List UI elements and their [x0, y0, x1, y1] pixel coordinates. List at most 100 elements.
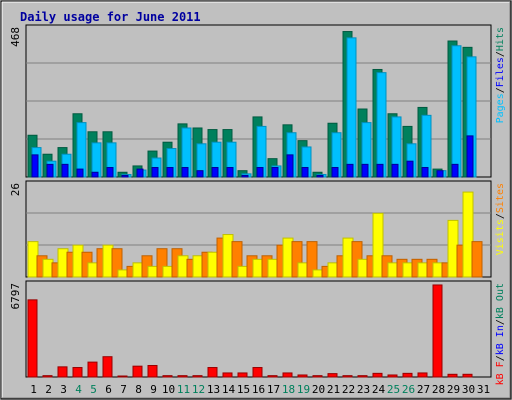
- bar-pages: [121, 174, 129, 178]
- bar-pages: [256, 167, 264, 178]
- x-tick-label: 31: [477, 383, 490, 396]
- bar-pages: [226, 167, 234, 178]
- x-tick-label: 7: [120, 383, 127, 396]
- x-tick-label: 12: [192, 383, 205, 396]
- legend: Pages/Files/Hits: [495, 27, 506, 123]
- x-tick-label: 25: [387, 383, 400, 396]
- bar-pages: [301, 167, 309, 178]
- x-tick-label: 6: [105, 383, 112, 396]
- bar-kb-f: [42, 375, 53, 378]
- bar-pages: [181, 167, 189, 178]
- bar-pages: [241, 174, 249, 178]
- bar-kb-f: [357, 375, 368, 378]
- bar-pages: [106, 167, 114, 178]
- legend: Visits/Sites: [495, 183, 506, 255]
- bar-kb-f: [117, 375, 128, 378]
- bar-pages: [436, 170, 444, 178]
- bar-kb-f: [447, 373, 458, 378]
- x-tick-label: 29: [447, 383, 460, 396]
- bar-files: [376, 72, 387, 178]
- bar-pages: [196, 170, 204, 178]
- bar-kb-f: [192, 375, 203, 378]
- bar-kb-f: [57, 366, 68, 378]
- bar-kb-f: [327, 373, 338, 378]
- bar-kb-f: [27, 299, 38, 378]
- bar-pages: [76, 168, 84, 178]
- bar-files: [451, 45, 462, 178]
- bar-pages: [31, 154, 39, 178]
- legend-entry: Hits: [495, 27, 506, 51]
- bar-kb-f: [432, 284, 443, 378]
- bar-pages: [376, 163, 384, 178]
- x-tick-label: 28: [432, 383, 445, 396]
- x-tick-label: 3: [60, 383, 67, 396]
- bar-kb-f: [147, 364, 158, 378]
- bar-kb-f: [342, 375, 353, 378]
- bar-kb-f: [387, 374, 398, 378]
- bar-visits: [372, 212, 384, 278]
- bar-pages: [361, 163, 369, 178]
- bar-pages: [466, 135, 474, 178]
- x-tick-label: 4: [75, 383, 82, 396]
- bar-sites: [156, 248, 168, 278]
- legend-entry: kB In: [495, 325, 506, 355]
- legend-entry: /: [495, 319, 506, 325]
- x-tick-label: 1: [30, 383, 37, 396]
- bar-kb-f: [237, 372, 248, 378]
- bar-sites: [231, 241, 243, 278]
- legend-entry: /: [495, 87, 506, 93]
- x-tick-label: 24: [372, 383, 386, 396]
- bar-kb-f: [177, 375, 188, 378]
- y-max-label: 26: [9, 183, 22, 196]
- bar-pages: [286, 154, 294, 178]
- bar-kb-f: [207, 367, 218, 378]
- bar-kb-f: [417, 372, 428, 378]
- bar-sites: [111, 248, 123, 278]
- bar-pages: [406, 160, 414, 178]
- y-max-label: 468: [9, 27, 22, 47]
- x-tick-label: 30: [462, 383, 475, 396]
- bar-kb-f: [297, 374, 308, 378]
- x-tick-label: 20: [312, 383, 325, 396]
- x-tick-label: 14: [222, 383, 236, 396]
- bar-pages: [91, 171, 99, 178]
- x-tick-label: 11: [177, 383, 190, 396]
- bar-sites: [306, 241, 318, 278]
- bar-pages: [421, 167, 429, 178]
- legend-entry: /: [495, 213, 506, 219]
- legend-entry: /: [495, 355, 506, 361]
- bar-pages: [136, 168, 144, 178]
- legend-entry: Pages: [495, 93, 506, 123]
- legend-entry: Sites: [495, 183, 506, 213]
- bar-kb-f: [87, 361, 98, 378]
- legend-entry: Visits: [495, 219, 506, 255]
- x-tick-label: 19: [297, 383, 310, 396]
- legend-entry: /: [495, 51, 506, 57]
- bar-kb-f: [102, 356, 113, 378]
- bar-pages: [46, 163, 54, 178]
- bar-kb-f: [402, 372, 413, 378]
- x-tick-label: 15: [237, 383, 250, 396]
- bar-pages: [331, 167, 339, 178]
- bar-kb-f: [312, 375, 323, 378]
- x-tick-label: 22: [342, 383, 355, 396]
- legend-entry: kB F: [495, 361, 506, 385]
- bar-kb-f: [162, 375, 173, 378]
- x-tick-label: 27: [417, 383, 430, 396]
- x-tick-label: 8: [135, 383, 142, 396]
- bar-kb-f: [72, 367, 83, 378]
- legend-entry: Files: [495, 57, 506, 87]
- bar-pages: [346, 163, 354, 178]
- bar-visits: [462, 191, 474, 278]
- x-tick-label: 17: [267, 383, 280, 396]
- bar-pages: [151, 167, 159, 178]
- x-tick-label: 10: [162, 383, 175, 396]
- x-tick-label: 26: [402, 383, 415, 396]
- x-tick-label: 9: [150, 383, 157, 396]
- x-tick-label: 13: [207, 383, 220, 396]
- legend-entry: kB Out: [495, 283, 506, 319]
- bar-pages: [316, 174, 324, 178]
- bar-files: [346, 37, 357, 178]
